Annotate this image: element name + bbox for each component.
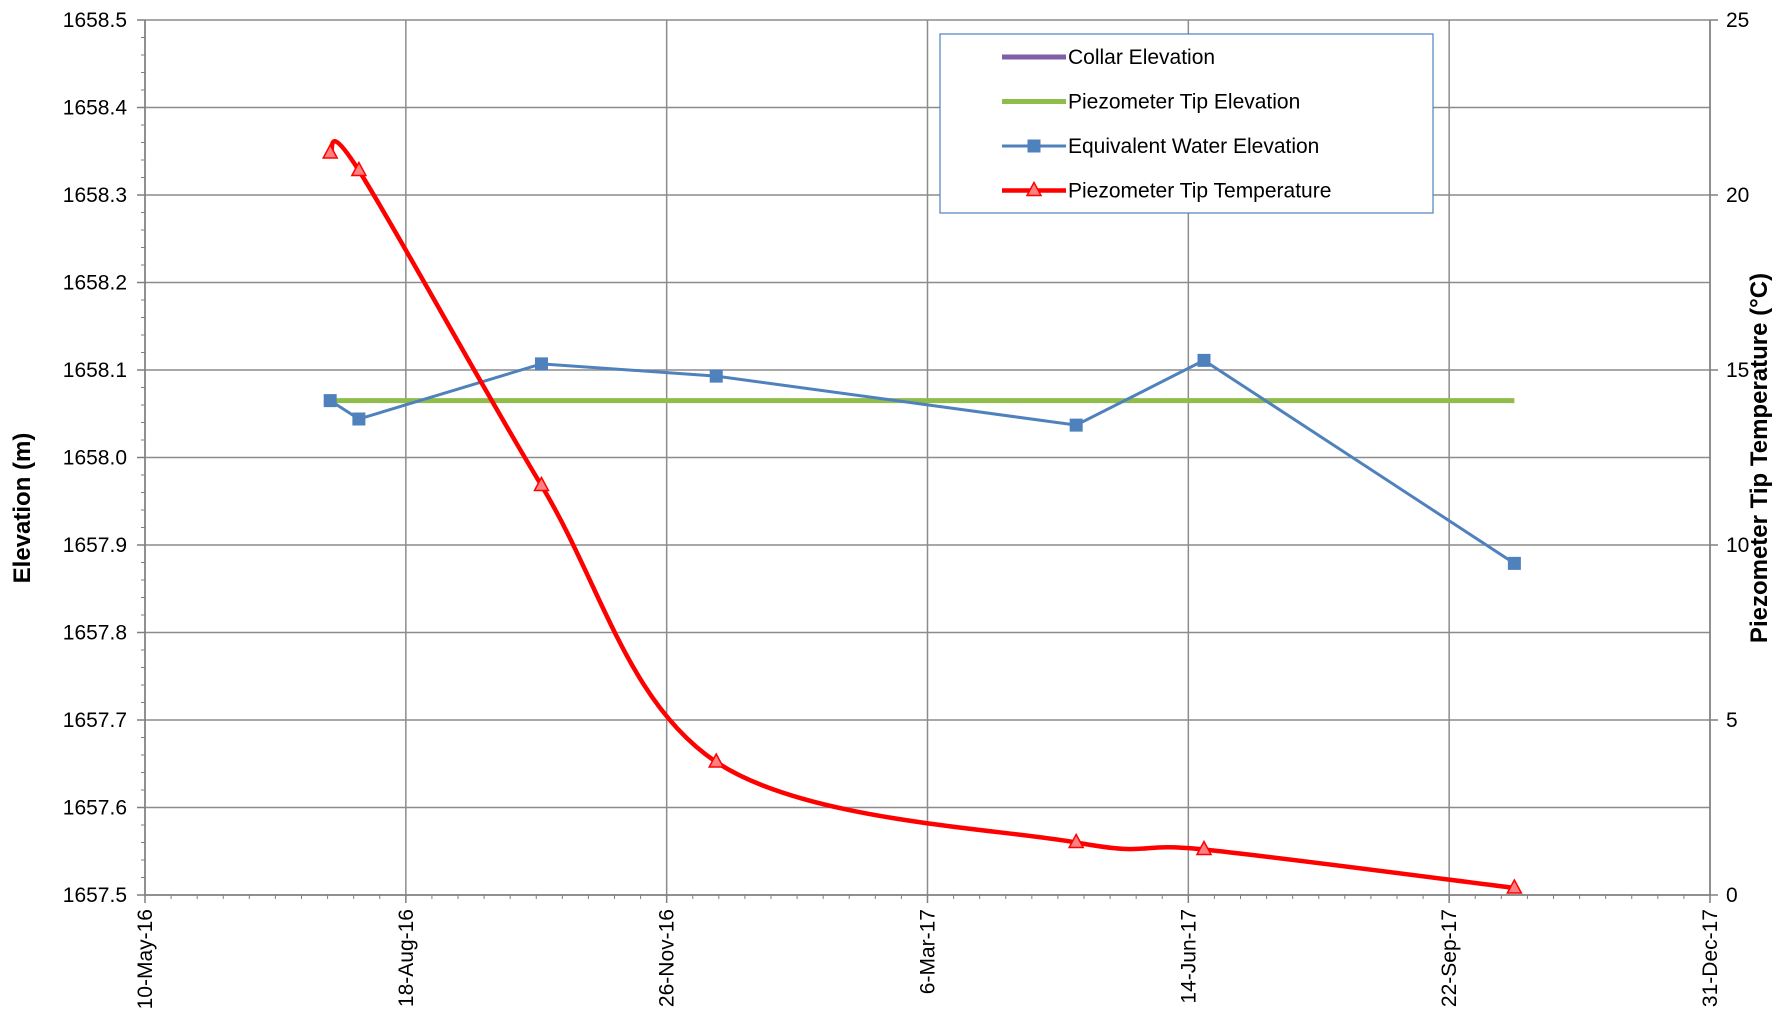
x-tick-label: 31-Dec-17 xyxy=(1699,909,1722,1007)
y-right-tick-label: 0 xyxy=(1726,884,1738,907)
y-right-tick-label: 5 xyxy=(1726,709,1738,732)
piezometer-tip-temperature-point xyxy=(1506,878,1523,894)
x-tick-label: 14-Jun-17 xyxy=(1177,909,1200,1004)
legend: Collar Elevation Piezometer Tip Elevation… xyxy=(939,33,1434,214)
equivalent-water-elevation-point xyxy=(1197,353,1211,367)
piezometer-tip-temperature-point xyxy=(1195,839,1213,856)
piezometer-tip-temperature-point xyxy=(707,752,725,768)
legend-label-collar-elevation: Collar Elevation xyxy=(1068,46,1215,69)
legend-marker-piezometer-tip-temperature xyxy=(1025,180,1043,197)
y-axis-left-title: Elevation (m) xyxy=(9,433,36,584)
y-left-tick-label: 1658.2 xyxy=(63,272,127,295)
legend-label-piezometer-tip-elevation: Piezometer Tip Elevation xyxy=(1068,91,1300,114)
y-axis-right-title: Piezometer Tip Temperature (°C) xyxy=(1746,273,1773,643)
piezometer-tip-temperature-point xyxy=(321,143,339,159)
y-right-tick-label: 20 xyxy=(1726,184,1749,207)
piezometer-tip-temperature-point xyxy=(533,475,550,492)
axes: 1657.5 1657.6 1657.7 1657.8 1657.9 1658.0 1658… xyxy=(63,9,1750,1009)
x-tick-label: 6-Mar-17 xyxy=(917,909,940,994)
y-left-tick-label: 1657.8 xyxy=(63,622,127,645)
y-right-tick-label: 10 xyxy=(1726,534,1749,557)
x-tick-label: 22-Sep-17 xyxy=(1438,909,1461,1007)
y-left-tick-label: 1657.5 xyxy=(63,884,127,907)
legend-label-piezometer-tip-temperature: Piezometer Tip Temperature xyxy=(1068,180,1331,203)
piezometer-tip-temperature-point xyxy=(350,160,368,177)
y-left-tick-label: 1658.5 xyxy=(63,9,127,32)
series-layer xyxy=(321,139,1523,894)
equivalent-water-elevation-point xyxy=(1507,556,1521,570)
y-left-tick-label: 1658.0 xyxy=(63,447,127,470)
y-left-tick-label: 1657.9 xyxy=(63,534,127,557)
y-left-tick-label: 1658.4 xyxy=(63,97,128,120)
x-tick-label: 18-Aug-16 xyxy=(395,909,418,1007)
y-left-tick-label: 1658.1 xyxy=(63,359,127,382)
y-right-tick-label: 25 xyxy=(1726,9,1749,32)
equivalent-water-elevation-point xyxy=(1069,418,1083,432)
y-right-tick-label: 15 xyxy=(1726,359,1749,382)
equivalent-water-elevation-point xyxy=(323,394,337,408)
x-tick-label: 26-Nov-16 xyxy=(656,909,679,1007)
y-left-tick-label: 1658.3 xyxy=(63,184,127,207)
legend-box xyxy=(939,33,1434,214)
x-tick-label: 10-May-16 xyxy=(134,909,157,1009)
piezometer-tip-temperature-point xyxy=(1067,832,1085,849)
equivalent-water-elevation-point xyxy=(352,412,366,426)
y-left-tick-label: 1657.7 xyxy=(63,709,127,732)
legend-marker-equivalent-water-elevation xyxy=(1027,139,1041,153)
equivalent-water-elevation-point xyxy=(534,357,548,371)
legend-label-equivalent-water-elevation: Equivalent Water Elevation xyxy=(1068,135,1319,158)
equivalent-water-elevation-point xyxy=(709,369,723,383)
y-left-tick-label: 1657.6 xyxy=(63,797,127,820)
